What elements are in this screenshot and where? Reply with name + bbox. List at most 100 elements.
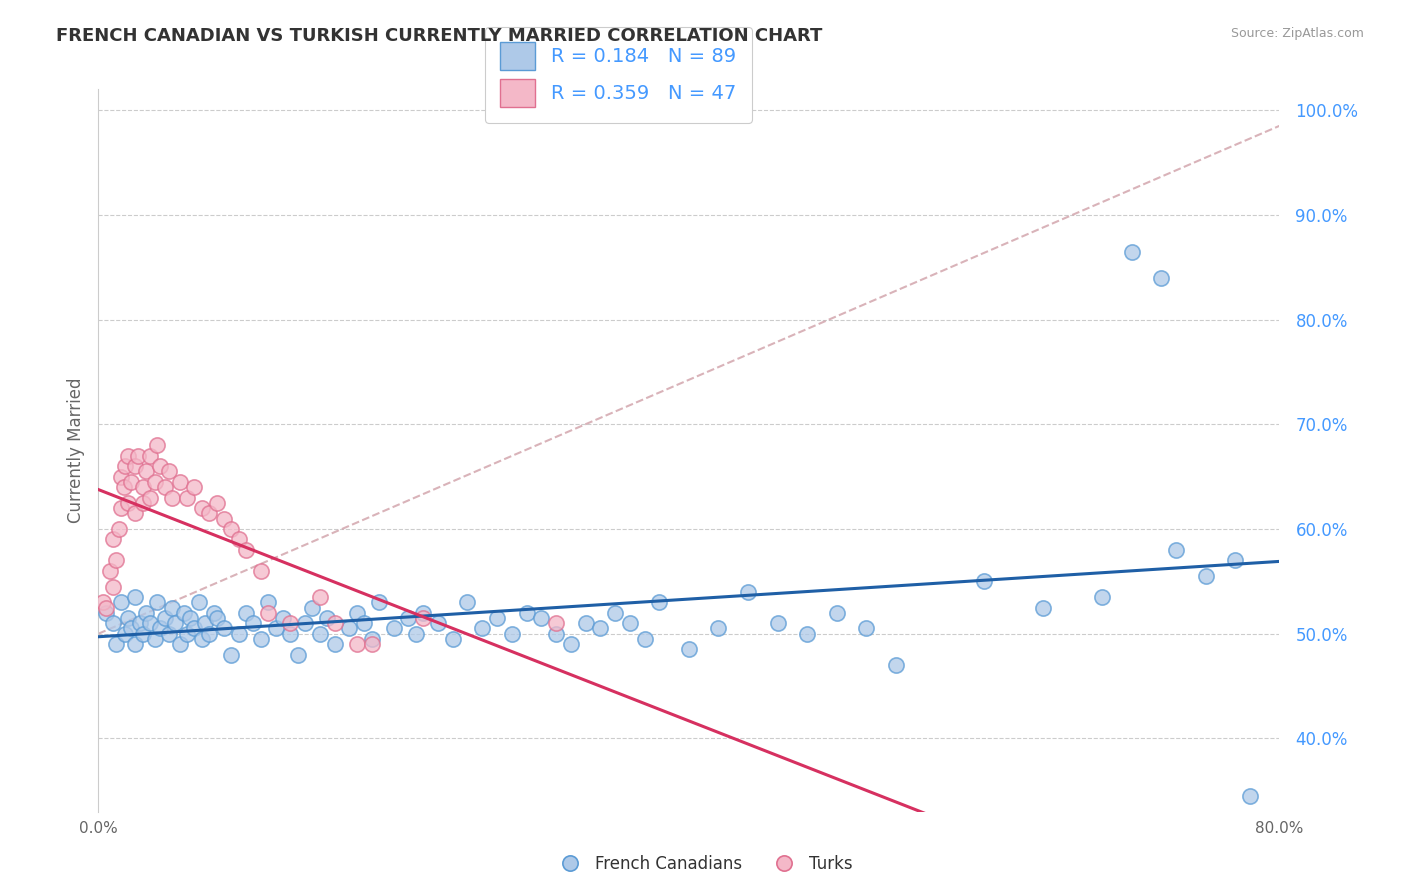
- Point: [117, 449, 139, 463]
- Legend: R = 0.184   N = 89, R = 0.359   N = 47: R = 0.184 N = 89, R = 0.359 N = 47: [485, 27, 752, 122]
- Point: [427, 616, 450, 631]
- Point: [973, 574, 995, 589]
- Point: [139, 491, 162, 505]
- Point: [309, 590, 332, 604]
- Point: [221, 522, 243, 536]
- Text: FRENCH CANADIAN VS TURKISH CURRENTLY MARRIED CORRELATION CHART: FRENCH CANADIAN VS TURKISH CURRENTLY MAR…: [56, 27, 823, 45]
- Point: [346, 606, 368, 620]
- Point: [368, 595, 391, 609]
- Point: [169, 637, 191, 651]
- Point: [1195, 569, 1218, 583]
- Point: [114, 459, 136, 474]
- Point: [183, 480, 205, 494]
- Point: [212, 622, 235, 636]
- Point: [202, 606, 225, 620]
- Point: [146, 595, 169, 609]
- Point: [257, 595, 280, 609]
- Point: [183, 622, 205, 636]
- Point: [560, 637, 582, 651]
- Point: [212, 511, 235, 525]
- Point: [120, 475, 142, 489]
- Point: [471, 622, 494, 636]
- Point: [162, 491, 183, 505]
- Point: [796, 626, 818, 640]
- Point: [132, 496, 155, 510]
- Point: [242, 616, 264, 631]
- Point: [153, 480, 176, 494]
- Point: [110, 501, 132, 516]
- Point: [176, 491, 198, 505]
- Point: [235, 606, 257, 620]
- Point: [486, 611, 509, 625]
- Point: [264, 622, 287, 636]
- Point: [516, 606, 538, 620]
- Point: [165, 616, 187, 631]
- Point: [198, 626, 221, 640]
- Point: [301, 600, 323, 615]
- Point: [162, 600, 183, 615]
- Point: [323, 616, 346, 631]
- Point: [221, 648, 243, 662]
- Point: [117, 611, 139, 625]
- Point: [250, 632, 273, 646]
- Point: [530, 611, 553, 625]
- Point: [546, 616, 568, 631]
- Point: [112, 480, 135, 494]
- Point: [1150, 270, 1173, 285]
- Point: [1121, 244, 1143, 259]
- Point: [382, 622, 405, 636]
- Point: [766, 616, 789, 631]
- Point: [280, 616, 302, 631]
- Point: [103, 616, 125, 631]
- Point: [108, 522, 131, 536]
- Point: [103, 533, 125, 547]
- Point: [132, 626, 155, 640]
- Point: [271, 611, 294, 625]
- Point: [103, 580, 125, 594]
- Point: [194, 616, 217, 631]
- Point: [360, 632, 382, 646]
- Point: [98, 564, 121, 578]
- Point: [157, 626, 180, 640]
- Point: [120, 622, 142, 636]
- Point: [316, 611, 339, 625]
- Point: [187, 595, 209, 609]
- Point: [135, 464, 157, 478]
- Point: [105, 637, 128, 651]
- Point: [105, 553, 128, 567]
- Point: [205, 496, 228, 510]
- Point: [228, 533, 250, 547]
- Point: [405, 626, 427, 640]
- Point: [257, 606, 280, 620]
- Point: [1239, 789, 1261, 803]
- Point: [501, 626, 523, 640]
- Point: [94, 606, 117, 620]
- Point: [132, 480, 155, 494]
- Point: [855, 622, 877, 636]
- Point: [110, 595, 132, 609]
- Point: [412, 606, 434, 620]
- Point: [235, 543, 257, 558]
- Point: [360, 637, 382, 651]
- Point: [110, 469, 132, 483]
- Point: [605, 606, 627, 620]
- Point: [678, 642, 700, 657]
- Point: [287, 648, 309, 662]
- Point: [634, 632, 657, 646]
- Point: [294, 616, 316, 631]
- Point: [737, 584, 759, 599]
- Point: [825, 606, 848, 620]
- Point: [280, 626, 302, 640]
- Point: [346, 637, 368, 651]
- Point: [124, 459, 146, 474]
- Point: [179, 611, 201, 625]
- Point: [323, 637, 346, 651]
- Point: [619, 616, 641, 631]
- Point: [309, 626, 332, 640]
- Point: [149, 622, 172, 636]
- Point: [707, 622, 730, 636]
- Point: [146, 438, 169, 452]
- Point: [124, 590, 146, 604]
- Y-axis label: Currently Married: Currently Married: [66, 377, 84, 524]
- Point: [114, 626, 136, 640]
